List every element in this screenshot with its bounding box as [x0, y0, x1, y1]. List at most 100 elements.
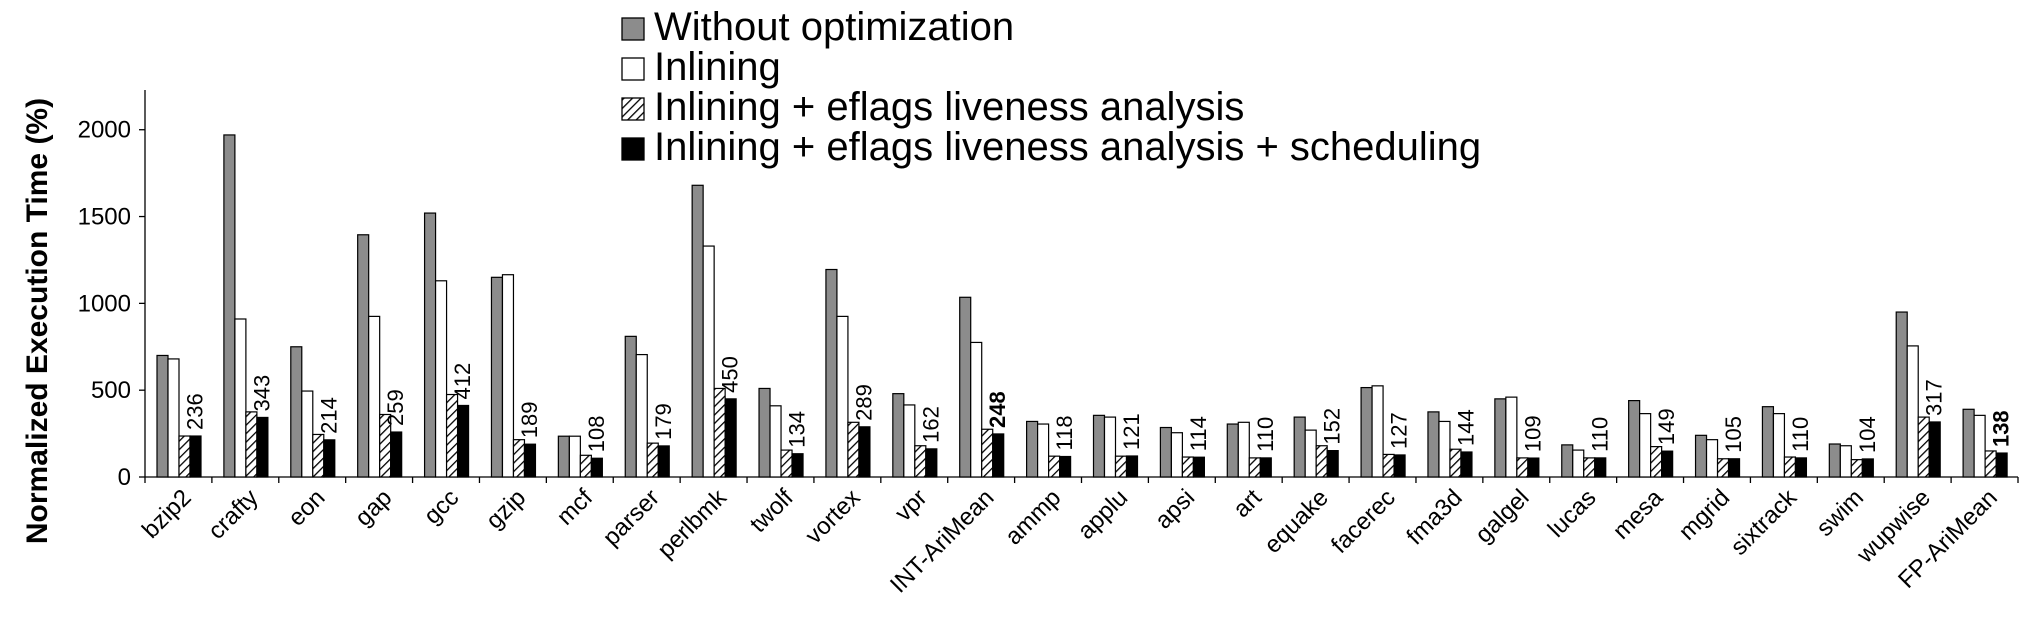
bar — [1861, 458, 1874, 478]
bar — [892, 393, 905, 478]
bar — [1103, 416, 1117, 478]
bar — [858, 426, 871, 478]
bar — [1037, 423, 1050, 478]
bar — [646, 442, 659, 478]
legend-label: Inlining — [654, 45, 781, 89]
bar — [1170, 432, 1183, 478]
data-label: 179 — [651, 403, 676, 440]
data-label: 236 — [183, 393, 208, 430]
data-label: 118 — [1052, 415, 1077, 450]
bar — [691, 184, 704, 478]
legend-swatch — [621, 97, 645, 121]
bar — [1125, 455, 1139, 478]
bar — [245, 411, 258, 478]
data-label: 108 — [584, 416, 609, 453]
bar — [234, 318, 247, 478]
bar — [1304, 429, 1317, 478]
x-tick-label: lucas — [1543, 484, 1602, 543]
bar — [925, 448, 938, 478]
bar — [981, 428, 994, 478]
bar — [1427, 411, 1440, 478]
data-label: 110 — [1788, 417, 1813, 452]
bar — [223, 134, 236, 478]
bar — [490, 276, 504, 478]
data-label: 450 — [718, 356, 743, 393]
bar — [1449, 448, 1462, 478]
bar — [301, 390, 314, 478]
bar — [1192, 456, 1205, 478]
y-axis-title: Normalized Execution Time (%) — [21, 98, 54, 544]
bar — [290, 346, 303, 478]
bar — [1505, 396, 1518, 478]
bar — [959, 296, 972, 478]
bar — [769, 405, 782, 478]
bar — [1984, 450, 1997, 478]
x-tick-label: gzip — [481, 484, 531, 534]
data-label: 110 — [1587, 417, 1612, 452]
data-label: 105 — [1721, 416, 1746, 453]
x-tick-label: crafty — [203, 484, 264, 545]
bar — [1561, 444, 1574, 478]
data-label: 343 — [249, 375, 274, 412]
bar — [758, 387, 771, 478]
bar — [1917, 416, 1930, 478]
bar — [1382, 453, 1395, 478]
x-tick-label: gap — [350, 484, 397, 531]
bar — [780, 449, 793, 478]
bar — [1159, 426, 1172, 478]
bar — [512, 439, 526, 478]
data-label: 412 — [450, 363, 475, 400]
bar — [1995, 452, 2008, 478]
bar — [1572, 449, 1585, 478]
bar — [256, 416, 269, 478]
y-tick-label: 1500 — [78, 204, 131, 231]
data-label: 121 — [1119, 413, 1144, 450]
bar — [1650, 446, 1663, 478]
bar — [1928, 421, 1941, 478]
x-tick-label: applu — [1073, 484, 1134, 545]
data-label: 214 — [316, 397, 341, 434]
bar — [791, 453, 804, 478]
bar — [1772, 413, 1786, 478]
x-tick-label: bzip2 — [137, 484, 197, 544]
bar — [713, 387, 726, 478]
legend-swatch — [621, 57, 645, 81]
bar — [1639, 413, 1652, 478]
bar — [579, 454, 592, 478]
bar — [1962, 408, 1975, 478]
bar — [724, 398, 737, 478]
data-label: 144 — [1453, 409, 1478, 446]
y-tick-label: 500 — [91, 377, 131, 404]
bar — [167, 358, 180, 478]
data-label: 289 — [851, 384, 876, 421]
bar — [189, 435, 202, 478]
data-label: 114 — [1186, 416, 1211, 451]
data-label: 109 — [1520, 415, 1545, 452]
data-label: 317 — [1922, 379, 1947, 416]
bar — [847, 421, 860, 478]
bar — [1705, 439, 1719, 478]
bar — [1594, 457, 1607, 478]
bar — [970, 341, 983, 478]
bar — [1494, 398, 1507, 478]
data-label: 149 — [1654, 408, 1679, 445]
bar — [434, 280, 448, 478]
bar — [1360, 386, 1373, 478]
x-tick-label: gcc — [419, 484, 465, 530]
x-tick-label: vortex — [800, 484, 865, 549]
x-tick-label: art — [1228, 484, 1267, 523]
data-label: 152 — [1320, 408, 1345, 445]
bar — [903, 404, 916, 478]
bar — [557, 435, 570, 478]
bar — [1237, 421, 1250, 478]
x-tick-label: mgrid — [1674, 484, 1736, 546]
bar — [501, 274, 515, 478]
bar — [1895, 311, 1908, 478]
data-label: 127 — [1387, 412, 1412, 449]
bar — [156, 354, 169, 478]
bar — [1716, 458, 1730, 478]
bar — [1259, 457, 1272, 478]
bar — [1460, 451, 1473, 478]
